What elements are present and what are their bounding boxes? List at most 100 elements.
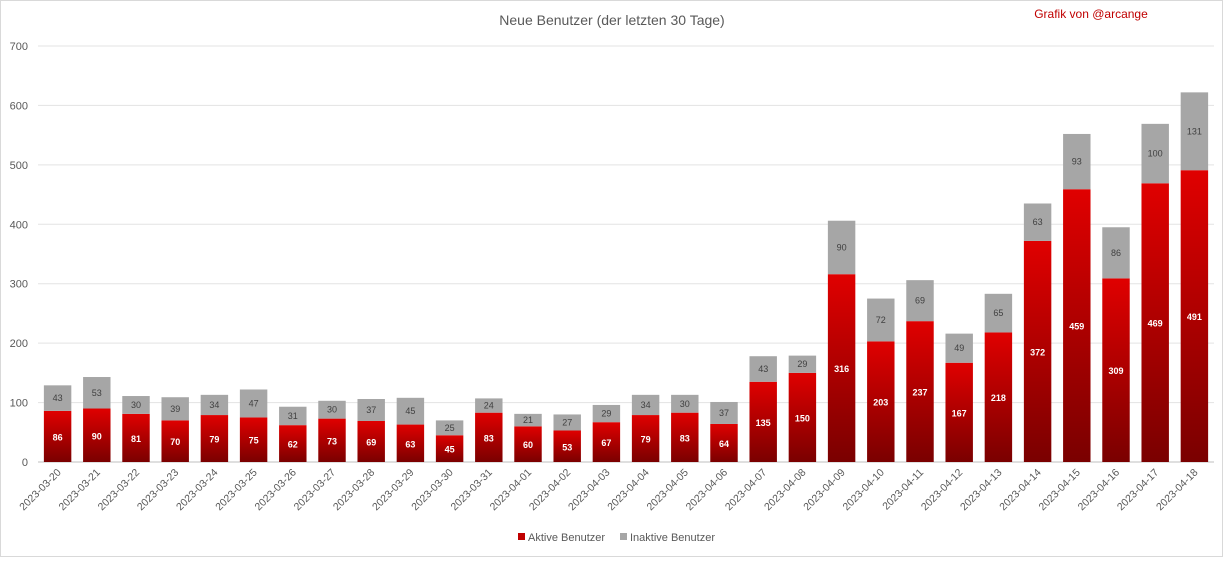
data-label-active: 150 [795,413,810,423]
data-label-active: 67 [601,438,611,448]
data-label-active: 86 [53,432,63,442]
chart-title: Neue Benutzer (der letzten 30 Tage) [499,12,724,28]
bar-inactive [279,406,307,426]
data-label-inactive: 37 [366,405,376,415]
bar-active [631,415,660,462]
bar-inactive [1180,92,1209,171]
data-label-inactive: 29 [797,359,807,369]
bar-inactive [671,394,699,413]
bar-active [475,412,503,462]
bar-active [1023,240,1052,462]
x-tick-label: 2023-04-18 [1154,467,1201,514]
bar-active [514,426,542,462]
x-tick-label: 2023-04-10 [840,467,887,514]
x-axis: 2023-03-202023-03-212023-03-222023-03-23… [17,467,1200,514]
bar-inactive [631,394,660,416]
bar-inactive [239,389,268,418]
data-label-inactive: 43 [53,393,63,403]
data-label-active: 469 [1148,319,1163,329]
bar-active [122,413,150,462]
bar-inactive [1102,227,1130,279]
data-label-active: 64 [719,439,729,449]
data-label-active: 316 [834,364,849,374]
data-label-active: 75 [249,436,259,446]
legend-label-inactive: Inaktive Benutzer [630,532,715,544]
y-tick-label: 500 [10,160,28,172]
data-label-inactive: 30 [680,399,690,409]
bar-inactive [122,396,150,414]
data-label-inactive: 29 [601,409,611,419]
data-label-inactive: 63 [1033,217,1043,227]
data-label-active: 79 [209,435,219,445]
bar-active [357,420,385,462]
bar-active [1141,183,1169,462]
bar-active [43,410,72,462]
bar-inactive [945,333,973,363]
bar-inactive [83,377,111,409]
data-label-active: 73 [327,436,337,446]
legend-swatch-inactive [620,533,627,540]
bar-active [867,341,895,462]
bar-active [710,423,738,462]
data-label-active: 135 [756,418,771,428]
data-label-inactive: 53 [92,388,102,398]
bar-inactive [435,420,464,436]
data-label-active: 459 [1069,322,1084,332]
y-tick-label: 700 [10,41,28,53]
data-label-inactive: 21 [523,415,533,425]
legend-label-active: Aktive Benutzer [528,532,605,544]
y-tick-label: 0 [22,457,28,469]
bar-inactive [514,413,542,427]
data-label-inactive: 25 [445,423,455,433]
data-label-inactive: 30 [131,400,141,410]
legend: Aktive Benutzer Inaktive Benutzer [518,532,715,544]
bar-active [906,321,934,462]
bar-inactive [788,355,817,373]
bar-inactive [749,356,777,382]
bar-inactive [906,280,934,322]
bar-inactive [161,397,189,421]
data-label-inactive: 131 [1187,126,1202,136]
bar-inactive [357,399,385,421]
bar-active [396,424,425,462]
bar-active [161,420,189,462]
data-label-active: 309 [1108,366,1123,376]
bar-active [1063,189,1091,463]
bar-active [553,430,581,462]
data-label-active: 491 [1187,312,1202,322]
bar-active [200,415,229,462]
data-label-inactive: 49 [954,343,964,353]
bar-inactive [984,293,1013,333]
data-label-inactive: 86 [1111,248,1121,258]
data-label-active: 60 [523,440,533,450]
y-tick-label: 300 [10,279,28,291]
legend-swatch-active [518,533,525,540]
chart-credit: Grafik von @arcange [1034,7,1148,21]
data-label-active: 237 [912,388,927,398]
data-label-inactive: 27 [562,417,572,427]
data-label-inactive: 34 [209,400,219,410]
bar-inactive [1141,123,1169,184]
data-label-inactive: 93 [1072,157,1082,167]
y-tick-label: 200 [10,338,28,350]
data-label-active: 45 [445,445,455,455]
bar-active [83,408,111,462]
data-label-active: 83 [484,433,494,443]
bar-inactive [396,397,425,425]
bar-active [279,425,307,462]
bar-active [239,417,268,462]
bar-inactive [1023,203,1052,241]
bars: 86 43 90 53 81 30 70 39 79 34 75 47 62 31 73 30 69 37 63 45… [43,92,1209,463]
y-tick-label: 100 [10,398,28,410]
bar-active [788,372,817,462]
data-label-active: 69 [366,437,376,447]
gridlines [38,45,1214,463]
bar-active [435,435,464,462]
bar-inactive [1063,133,1091,190]
data-label-active: 53 [562,442,572,452]
y-tick-label: 400 [10,219,28,231]
data-label-active: 81 [131,434,141,444]
bar-inactive [200,394,229,416]
